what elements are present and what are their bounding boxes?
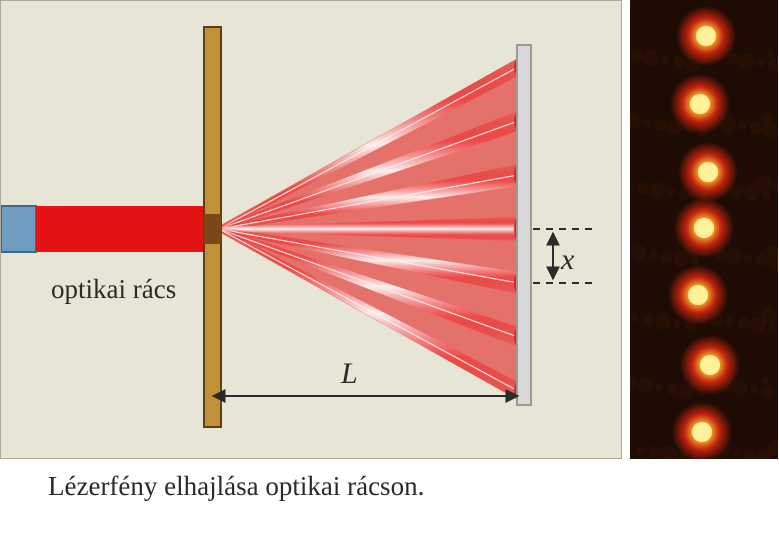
- diffraction-diagram: optikai rács L x: [0, 0, 622, 459]
- diagram-svg: [1, 1, 621, 458]
- diffraction-photo: [630, 0, 778, 459]
- spacing-x-label: x: [561, 243, 574, 277]
- length-L-label: L: [341, 357, 358, 391]
- figure-caption: Lézerfény elhajlása optikai rácson.: [48, 471, 779, 502]
- grating-label: optikai rács: [51, 274, 176, 305]
- panels-row: optikai rács L x: [0, 0, 779, 459]
- figure-container: optikai rács L x Lézerfény elhajlása opt…: [0, 0, 779, 535]
- photo-svg: [630, 0, 778, 459]
